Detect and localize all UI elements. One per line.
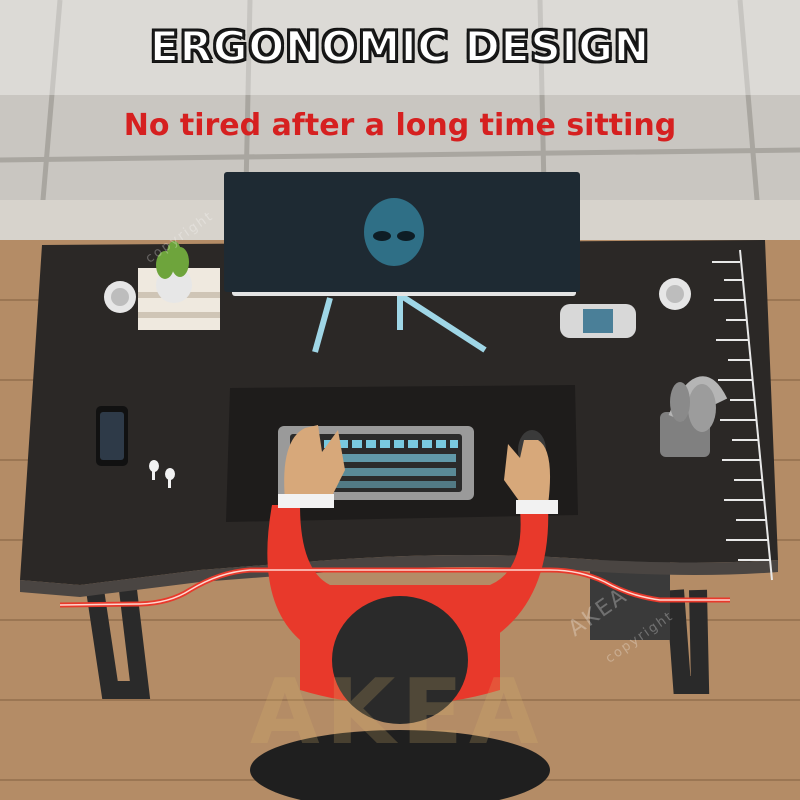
desk-edge <box>20 555 778 597</box>
desk-ruler <box>712 249 773 581</box>
left-cuff <box>278 494 334 508</box>
desk-legs <box>86 588 710 699</box>
plant-icon <box>156 241 189 279</box>
chair-back <box>250 730 550 800</box>
monitor-stand <box>312 292 487 353</box>
headline: ERGONOMIC DESIGN <box>149 21 650 72</box>
alien-logo-icon <box>364 198 424 266</box>
person-illustration <box>250 425 558 800</box>
watermark-brand-large: AKEA <box>250 660 545 765</box>
earbuds-icon <box>149 460 175 488</box>
headphones-icon <box>660 376 728 457</box>
banner-backdrop <box>0 0 800 95</box>
right-cuff <box>516 500 558 514</box>
head <box>332 596 468 724</box>
right-hand <box>504 440 551 505</box>
subline: No tired after a long time sitting <box>123 108 677 143</box>
monitor <box>224 172 580 353</box>
left-hand <box>284 425 345 500</box>
